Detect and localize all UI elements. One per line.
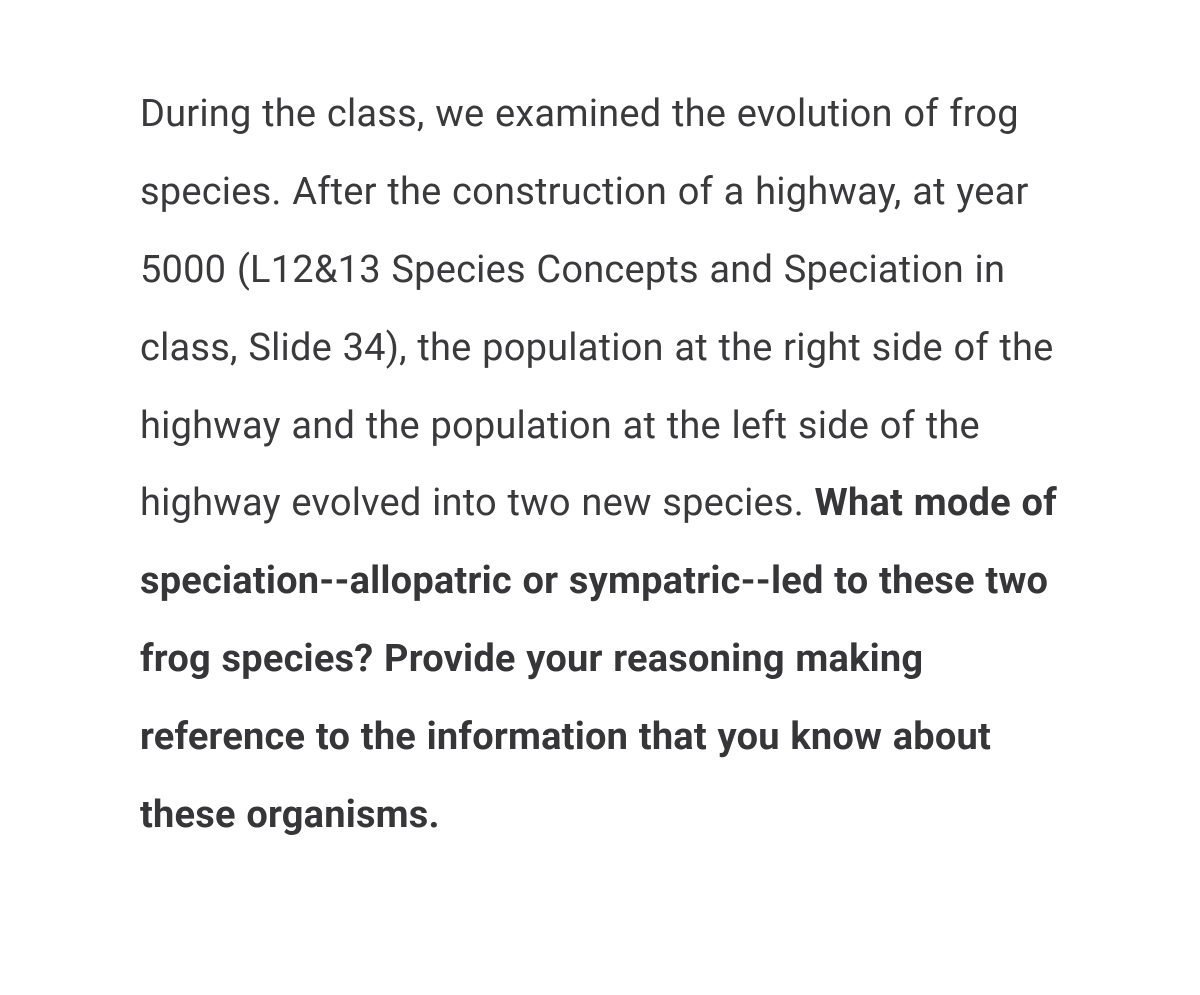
document-page: During the class, we examined the evolut…: [0, 0, 1200, 995]
question-bold-text: What mode of speciation--allopatric or s…: [140, 481, 1057, 837]
question-intro-text: During the class, we examined the evolut…: [140, 92, 1054, 525]
question-paragraph: During the class, we examined the evolut…: [140, 76, 1060, 855]
